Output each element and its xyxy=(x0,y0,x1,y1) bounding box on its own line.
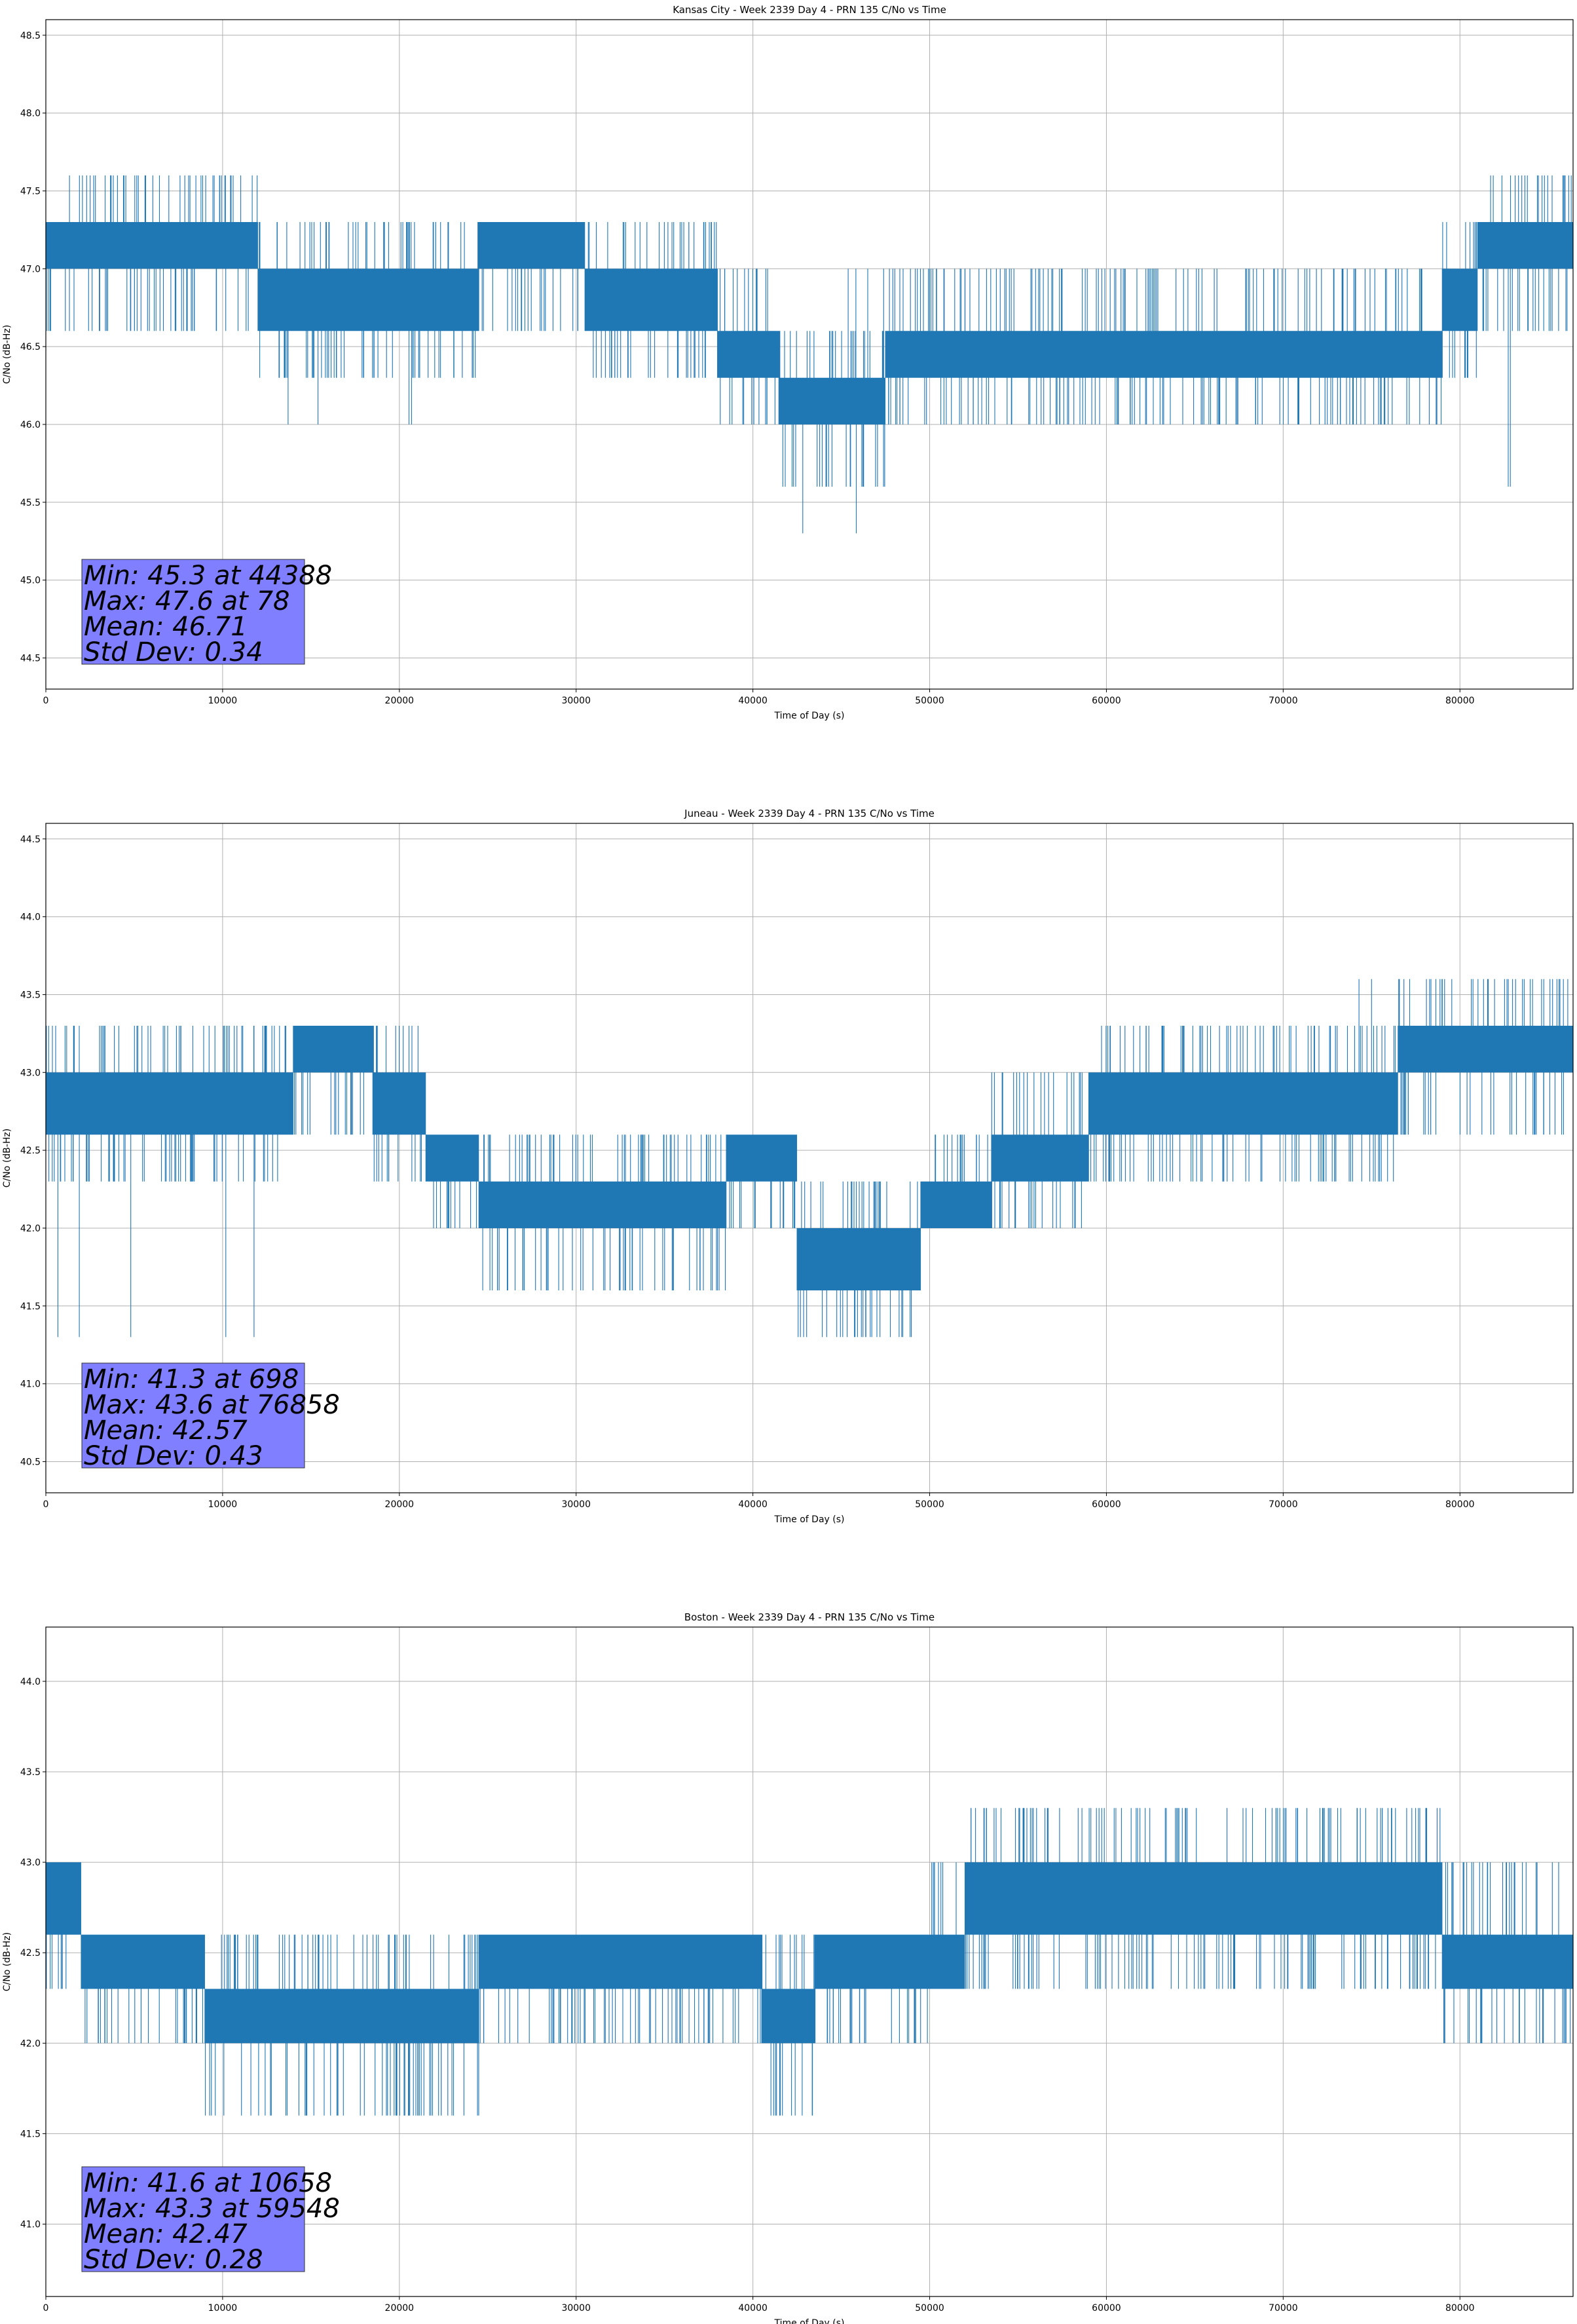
y-tick-label: 41.0 xyxy=(20,2220,41,2230)
plot-frame xyxy=(45,823,1574,1493)
x-tick-label: 40000 xyxy=(738,696,768,706)
x-tick-label: 20000 xyxy=(385,2303,415,2314)
y-tick-label: 40.5 xyxy=(20,1457,41,1467)
y-tick-label: 44.5 xyxy=(20,834,41,845)
y-tick-label: 43.0 xyxy=(20,1858,41,1868)
x-tick-label: 10000 xyxy=(208,696,238,706)
x-tick-label: 70000 xyxy=(1269,2303,1298,2314)
y-tick-label: 42.5 xyxy=(20,1948,41,1959)
cno-series-line xyxy=(45,1808,1574,2116)
stats-text: Std Dev: 0.34 xyxy=(84,637,263,667)
chart-title: Kansas City - Week 2339 Day 4 - PRN 135 … xyxy=(673,4,946,16)
y-tick-label: 41.0 xyxy=(20,1379,41,1390)
y-tick-label: 46.5 xyxy=(20,342,41,352)
x-tick-label: 30000 xyxy=(561,2303,591,2314)
stats-box xyxy=(81,1362,305,1469)
y-tick-label: 46.0 xyxy=(20,420,41,430)
y-tick-label: 41.5 xyxy=(20,1302,41,1312)
plot-frame xyxy=(45,1626,1574,2297)
stats-text: Max: 43.3 at 59548 xyxy=(84,2194,340,2224)
x-tick-label: 80000 xyxy=(1445,696,1475,706)
x-axis-label: Time of Day (s) xyxy=(774,1514,845,1525)
y-tick-label: 43.5 xyxy=(20,1767,41,1778)
y-tick-label: 41.5 xyxy=(20,2129,41,2139)
y-tick-label: 43.5 xyxy=(20,990,41,1000)
y-tick-label: 48.5 xyxy=(20,31,41,41)
x-tick-label: 60000 xyxy=(1092,1499,1121,1510)
stats-text: Mean: 42.57 xyxy=(84,1415,248,1446)
x-tick-label: 40000 xyxy=(738,2303,768,2314)
x-tick-label: 60000 xyxy=(1092,696,1121,706)
y-axis-label: C/No (dB-Hz) xyxy=(2,325,12,384)
x-tick-label: 20000 xyxy=(385,1499,415,1510)
stats-text: Max: 47.6 at 78 xyxy=(84,586,289,616)
chart-title: Boston - Week 2339 Day 4 - PRN 135 C/No … xyxy=(684,1611,935,1623)
x-tick-label: 10000 xyxy=(208,2303,238,2314)
y-tick-label: 44.0 xyxy=(20,1677,41,1687)
y-tick-label: 45.5 xyxy=(20,498,41,508)
y-tick-label: 42.5 xyxy=(20,1146,41,1156)
y-tick-label: 47.5 xyxy=(20,186,41,197)
cno-series-line xyxy=(45,979,1574,1338)
x-axis-label: Time of Day (s) xyxy=(774,2318,845,2324)
y-tick-label: 44.5 xyxy=(20,653,41,664)
stats-box xyxy=(81,559,305,665)
x-tick-label: 40000 xyxy=(738,1499,768,1510)
stats-box xyxy=(81,2166,305,2272)
x-tick-label: 70000 xyxy=(1269,696,1298,706)
plot-frame xyxy=(45,19,1574,690)
x-tick-label: 50000 xyxy=(915,696,944,706)
stats-text: Max: 43.6 at 76858 xyxy=(84,1390,340,1420)
x-tick-label: 60000 xyxy=(1092,2303,1121,2314)
y-tick-label: 48.0 xyxy=(20,109,41,119)
stats-text: Std Dev: 0.43 xyxy=(84,1441,263,1471)
stats-text: Min: 41.3 at 698 xyxy=(84,1364,299,1395)
stats-text: Min: 41.6 at 10658 xyxy=(84,2168,332,2198)
y-axis-label: C/No (dB-Hz) xyxy=(2,1932,12,1991)
y-tick-label: 45.0 xyxy=(20,576,41,586)
stats-text: Mean: 46.71 xyxy=(84,612,248,642)
x-tick-label: 0 xyxy=(43,2303,49,2314)
x-tick-label: 50000 xyxy=(915,1499,944,1510)
x-tick-label: 30000 xyxy=(561,696,591,706)
x-tick-label: 80000 xyxy=(1445,2303,1475,2314)
x-tick-label: 50000 xyxy=(915,2303,944,2314)
stats-text: Min: 45.3 at 44388 xyxy=(84,561,332,591)
x-tick-label: 20000 xyxy=(385,696,415,706)
y-tick-label: 47.0 xyxy=(20,264,41,274)
x-tick-label: 70000 xyxy=(1269,1499,1298,1510)
stats-text: Mean: 42.47 xyxy=(84,2219,248,2249)
y-tick-label: 42.0 xyxy=(20,1224,41,1234)
x-tick-label: 0 xyxy=(43,696,49,706)
y-tick-label: 42.0 xyxy=(20,2038,41,2049)
cno-series-line xyxy=(45,175,1573,534)
chart-title: Juneau - Week 2339 Day 4 - PRN 135 C/No … xyxy=(684,808,935,819)
y-axis-label: C/No (dB-Hz) xyxy=(2,1129,12,1188)
x-axis-label: Time of Day (s) xyxy=(774,711,845,721)
y-tick-label: 43.0 xyxy=(20,1068,41,1078)
x-tick-label: 80000 xyxy=(1445,1499,1475,1510)
x-tick-label: 30000 xyxy=(561,1499,591,1510)
x-tick-label: 10000 xyxy=(208,1499,238,1510)
y-tick-label: 44.0 xyxy=(20,912,41,923)
x-tick-label: 0 xyxy=(43,1499,49,1510)
stats-text: Std Dev: 0.28 xyxy=(84,2245,263,2275)
